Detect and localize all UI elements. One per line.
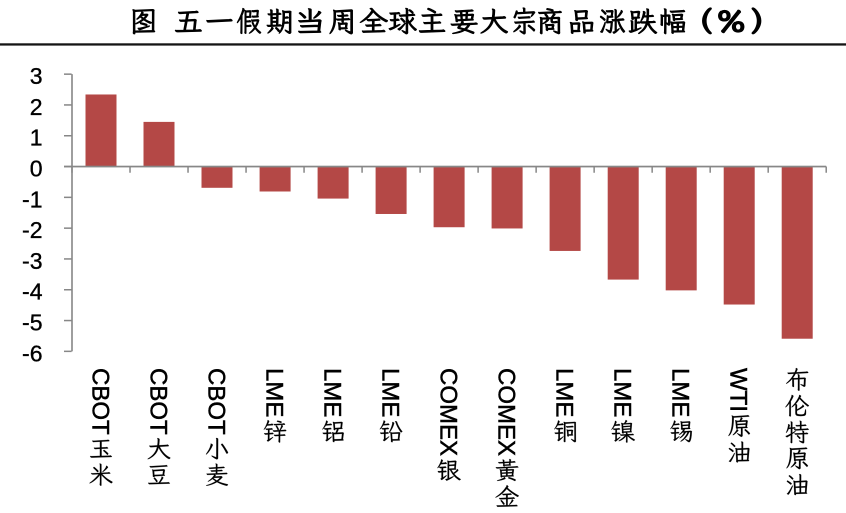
svg-text:LME: LME	[667, 368, 694, 417]
svg-text:COMEX: COMEX	[493, 368, 520, 456]
svg-text:0: 0	[30, 155, 43, 181]
svg-text:2: 2	[30, 94, 43, 120]
svg-text:-6: -6	[22, 340, 42, 366]
svg-text:-3: -3	[22, 248, 42, 274]
svg-text:LME: LME	[609, 368, 636, 417]
svg-text:LME: LME	[318, 368, 345, 417]
svg-text:LME: LME	[551, 368, 578, 417]
svg-text:3: 3	[30, 63, 43, 89]
svg-text:CBOT: CBOT	[86, 368, 113, 435]
svg-text:COMEX: COMEX	[435, 368, 462, 456]
svg-text:LME: LME	[260, 368, 287, 417]
svg-text:LME: LME	[376, 368, 403, 417]
svg-text:CBOT: CBOT	[202, 368, 229, 435]
svg-text:-2: -2	[22, 217, 42, 243]
svg-text:CBOT: CBOT	[144, 368, 171, 435]
svg-text:-5: -5	[22, 309, 42, 335]
svg-text:-1: -1	[22, 186, 42, 212]
svg-text:1: 1	[30, 125, 43, 151]
svg-text:WTI: WTI	[725, 368, 752, 412]
svg-text:-4: -4	[22, 279, 43, 305]
